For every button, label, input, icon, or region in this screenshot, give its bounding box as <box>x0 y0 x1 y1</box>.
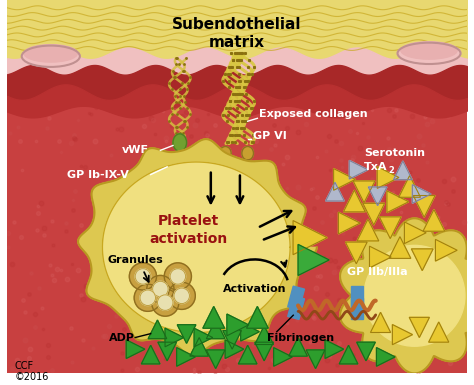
Polygon shape <box>246 306 268 328</box>
Ellipse shape <box>398 43 461 64</box>
Bar <box>288 296 304 320</box>
Bar <box>351 286 363 308</box>
Ellipse shape <box>219 146 231 160</box>
Polygon shape <box>241 322 259 341</box>
Polygon shape <box>412 185 431 203</box>
Polygon shape <box>338 212 360 234</box>
Polygon shape <box>255 326 273 345</box>
Text: TxA: TxA <box>364 162 388 172</box>
Polygon shape <box>357 342 375 361</box>
Text: Subendothelial
matrix: Subendothelial matrix <box>172 17 302 50</box>
Polygon shape <box>368 187 387 206</box>
Text: 2: 2 <box>388 166 394 175</box>
Polygon shape <box>371 312 391 333</box>
Circle shape <box>152 289 179 316</box>
Polygon shape <box>293 221 327 255</box>
Ellipse shape <box>24 45 77 62</box>
Polygon shape <box>148 320 167 339</box>
Circle shape <box>168 282 195 310</box>
Ellipse shape <box>242 146 254 160</box>
Polygon shape <box>340 218 474 373</box>
Polygon shape <box>436 239 457 261</box>
Polygon shape <box>227 314 249 336</box>
Polygon shape <box>370 246 391 268</box>
Polygon shape <box>325 340 344 358</box>
Polygon shape <box>141 345 160 364</box>
Polygon shape <box>404 222 426 244</box>
Ellipse shape <box>22 45 80 67</box>
Polygon shape <box>289 338 308 356</box>
Polygon shape <box>190 338 209 356</box>
Polygon shape <box>206 350 225 368</box>
Text: Granules: Granules <box>107 255 163 265</box>
Polygon shape <box>177 348 195 366</box>
Text: Activation: Activation <box>222 284 286 294</box>
Polygon shape <box>344 190 365 212</box>
Text: Fibrinogen: Fibrinogen <box>267 333 334 343</box>
Polygon shape <box>203 306 225 328</box>
Polygon shape <box>376 348 395 366</box>
Polygon shape <box>346 242 367 264</box>
Polygon shape <box>428 322 449 342</box>
Polygon shape <box>306 350 325 368</box>
Text: GP Ib-IX-V: GP Ib-IX-V <box>67 169 129 179</box>
Polygon shape <box>206 320 225 339</box>
Text: Serotonin: Serotonin <box>364 148 425 158</box>
Text: ADP: ADP <box>109 333 135 343</box>
Polygon shape <box>379 217 401 239</box>
Polygon shape <box>102 162 290 333</box>
Text: Platelet
activation: Platelet activation <box>149 214 228 246</box>
Circle shape <box>147 275 174 303</box>
Polygon shape <box>177 325 196 343</box>
Polygon shape <box>165 328 183 347</box>
Polygon shape <box>357 219 379 241</box>
Text: GP VI: GP VI <box>253 131 286 141</box>
Polygon shape <box>223 331 241 349</box>
Circle shape <box>157 295 173 310</box>
Polygon shape <box>273 348 292 366</box>
Ellipse shape <box>401 42 457 59</box>
Polygon shape <box>78 139 317 356</box>
Polygon shape <box>423 209 445 231</box>
Bar <box>351 298 363 319</box>
Polygon shape <box>387 191 409 213</box>
Polygon shape <box>298 244 329 275</box>
Circle shape <box>135 269 151 284</box>
Circle shape <box>170 269 186 284</box>
Polygon shape <box>255 342 273 361</box>
Polygon shape <box>413 196 435 217</box>
Polygon shape <box>339 345 358 364</box>
Circle shape <box>364 245 465 346</box>
Circle shape <box>134 284 161 311</box>
Circle shape <box>140 290 155 306</box>
Polygon shape <box>393 161 412 180</box>
Polygon shape <box>238 345 257 364</box>
Polygon shape <box>399 176 420 197</box>
Polygon shape <box>411 249 433 271</box>
Circle shape <box>153 281 168 297</box>
Text: vWF: vWF <box>122 145 148 155</box>
Polygon shape <box>363 203 384 225</box>
Text: CCF
©2016: CCF ©2016 <box>15 361 49 382</box>
Text: Exposed collagen: Exposed collagen <box>259 109 368 119</box>
Polygon shape <box>194 328 213 347</box>
Polygon shape <box>349 161 368 179</box>
Polygon shape <box>158 342 176 361</box>
Polygon shape <box>353 181 375 203</box>
Circle shape <box>174 288 190 304</box>
Circle shape <box>129 263 156 290</box>
Ellipse shape <box>173 134 187 151</box>
Bar <box>288 286 304 310</box>
Circle shape <box>164 263 191 290</box>
Polygon shape <box>225 340 244 358</box>
Polygon shape <box>389 237 411 258</box>
Polygon shape <box>409 317 429 338</box>
Polygon shape <box>392 325 412 345</box>
Polygon shape <box>334 169 356 190</box>
Text: GP IIb/IIIa: GP IIb/IIIa <box>346 266 407 276</box>
Polygon shape <box>126 340 145 358</box>
Polygon shape <box>377 167 399 188</box>
Polygon shape <box>326 182 344 201</box>
